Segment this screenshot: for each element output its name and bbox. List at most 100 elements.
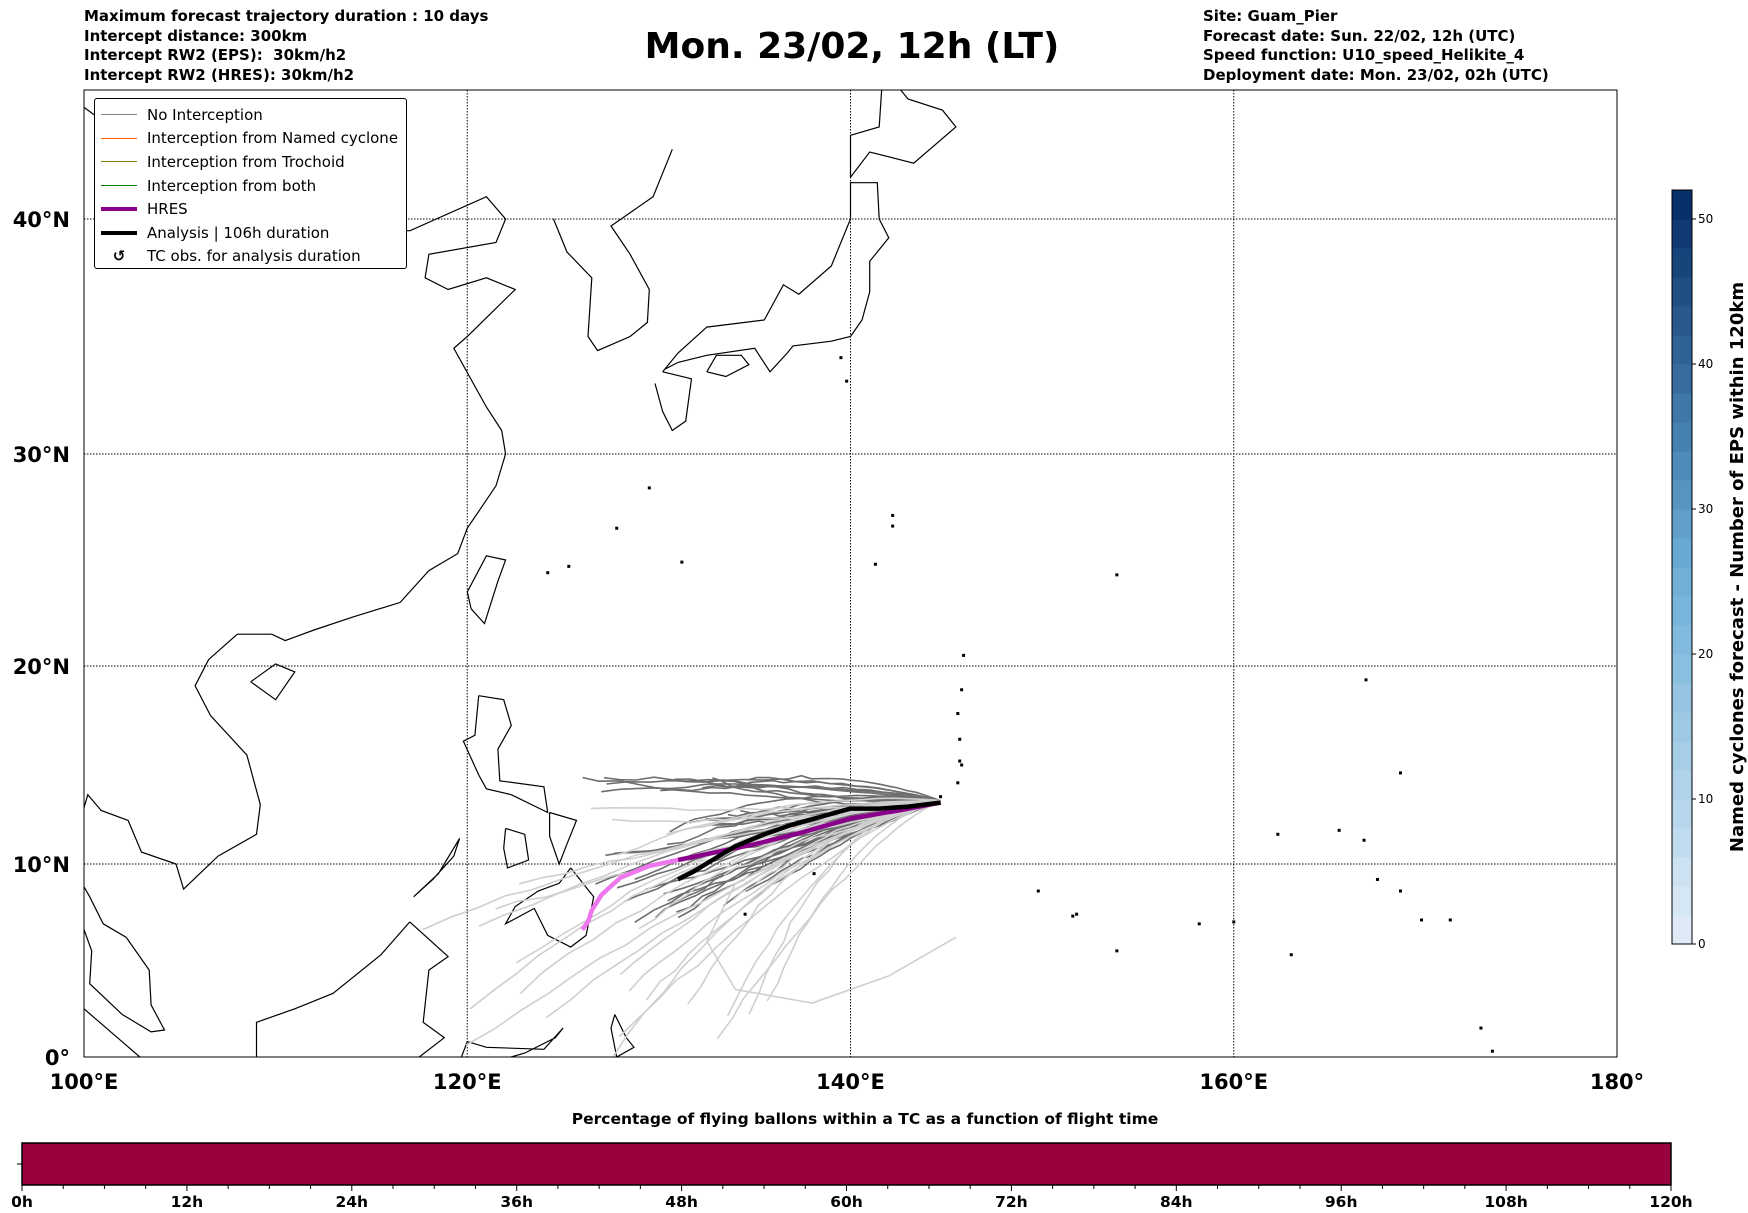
legend-line-swatch: [101, 185, 137, 187]
island: [812, 872, 816, 876]
legend-line-swatch: [101, 230, 137, 235]
legend-line-swatch: [101, 114, 137, 116]
header-line: Deployment date: Mon. 23/02, 02h (UTC): [1203, 65, 1549, 84]
island: [1398, 771, 1402, 775]
coastline: [413, 837, 461, 898]
hres-track-late: [580, 857, 679, 931]
colorbar-segment: [1672, 683, 1692, 713]
legend-line-swatch: [101, 161, 137, 163]
island: [1197, 922, 1201, 926]
legend-label: Interception from Named cyclone: [147, 129, 399, 148]
island: [1490, 1049, 1494, 1053]
colorbar-segment: [1672, 538, 1692, 568]
coastline: [255, 921, 450, 1057]
coastline: [548, 811, 578, 866]
bar-time-label: 0h: [11, 1193, 33, 1211]
ensemble-trajectory: [667, 796, 941, 846]
island: [1075, 912, 1079, 916]
island: [1420, 918, 1424, 922]
coastline: [250, 663, 296, 701]
island: [1337, 828, 1341, 832]
colorbar-segment: [1672, 770, 1692, 800]
colorbar-segment: [1672, 915, 1692, 945]
longitude-label: 180°: [1590, 1070, 1644, 1094]
island: [958, 759, 962, 763]
header-line: Site: Guam_Pier: [1203, 7, 1338, 25]
tc-obs-marker-icon: ↺: [112, 247, 126, 266]
legend-label: HRES: [147, 200, 188, 219]
colorbar-frame: [1671, 189, 1693, 945]
colorbar-segment: [1672, 219, 1692, 249]
map-legend: No Interception Interception from Named c…: [94, 98, 408, 269]
colorbar-segment: [1672, 509, 1692, 539]
coastline: [466, 555, 507, 625]
island: [1071, 914, 1075, 918]
island: [680, 560, 684, 564]
colorbar-segment: [1672, 712, 1692, 742]
colorbar-segment: [1672, 799, 1692, 829]
colorbar-segment: [1672, 857, 1692, 887]
island: [1362, 838, 1366, 842]
ensemble-trajectory: [666, 799, 941, 835]
coastlines: [84, 90, 1494, 1057]
longitude-label: 100°E: [50, 1070, 119, 1094]
colorbar-segment: [1672, 828, 1692, 858]
island: [546, 571, 550, 575]
flight-bar-title: Percentage of flying ballons within a TC…: [571, 1110, 1159, 1128]
coastline: [503, 827, 530, 869]
latitude-label: 40°N: [13, 208, 70, 232]
bar-time-label: 60h: [830, 1193, 863, 1211]
legend-item: Analysis | 106h duration: [95, 221, 398, 245]
legend-item: HRES: [95, 197, 398, 221]
ensemble-trajectory: [726, 799, 941, 1017]
ensemble-trajectory: [747, 774, 941, 802]
coastline: [654, 371, 693, 432]
legend-item: ↺ TC obs. for analysis duration: [95, 245, 398, 269]
header-line: Intercept RW2 (EPS): 30km/h2: [84, 46, 347, 64]
island: [1398, 889, 1402, 893]
legend-label: Analysis | 106h duration: [147, 223, 330, 242]
island: [1276, 832, 1280, 836]
island: [1479, 1026, 1483, 1030]
ensemble-trajectory: [660, 784, 941, 802]
coastline: [849, 90, 957, 178]
ensemble-trajectory: [616, 797, 941, 856]
bar-time-label: 108h: [1484, 1193, 1528, 1211]
colorbar-segment: [1672, 364, 1692, 394]
island: [839, 356, 843, 360]
bar-time-label: 12h: [170, 1193, 204, 1211]
coastline: [662, 182, 890, 373]
colorbar-tick-label: 40: [1698, 357, 1714, 371]
page-title: Mon. 23/02, 12h (LT): [644, 26, 1060, 67]
flight-percentage-bar: [21, 1142, 1672, 1186]
colorbar-segment: [1672, 886, 1692, 916]
island: [1448, 918, 1452, 922]
colorbar-segment: [1672, 306, 1692, 336]
coastline: [552, 149, 673, 352]
latitude-label: 0°: [45, 1046, 70, 1070]
coastline: [460, 1027, 564, 1057]
legend-item: Interception from Trochoid: [95, 150, 398, 174]
header-right-info: Site: Guam_Pier Forecast date: Sun. 22/0…: [1203, 7, 1549, 85]
legend-label: No Interception: [147, 105, 263, 124]
island: [960, 763, 964, 767]
legend-label: Interception from Trochoid: [147, 152, 345, 171]
bar-time-label: 24h: [335, 1193, 369, 1211]
header-line: Speed function: U10_speed_Helikite_4: [1203, 46, 1525, 64]
ensemble-trajectory: [618, 799, 941, 1038]
bar-time-label: 48h: [665, 1193, 698, 1211]
main-tracks: [580, 800, 942, 931]
island: [956, 781, 960, 785]
latitude-label: 10°N: [13, 853, 70, 877]
island: [1115, 949, 1119, 953]
header-line: Forecast date: Sun. 22/02, 12h (UTC): [1203, 26, 1516, 45]
analysis-track: [676, 800, 941, 882]
ensemble-trajectory: [705, 801, 957, 1004]
colorbar-tick-label: 0: [1698, 937, 1706, 951]
colorbar-segment: [1672, 567, 1692, 597]
island: [891, 524, 895, 528]
flight-time-bar: [17, 1142, 1672, 1191]
ensemble-trajectory: [465, 799, 941, 1046]
